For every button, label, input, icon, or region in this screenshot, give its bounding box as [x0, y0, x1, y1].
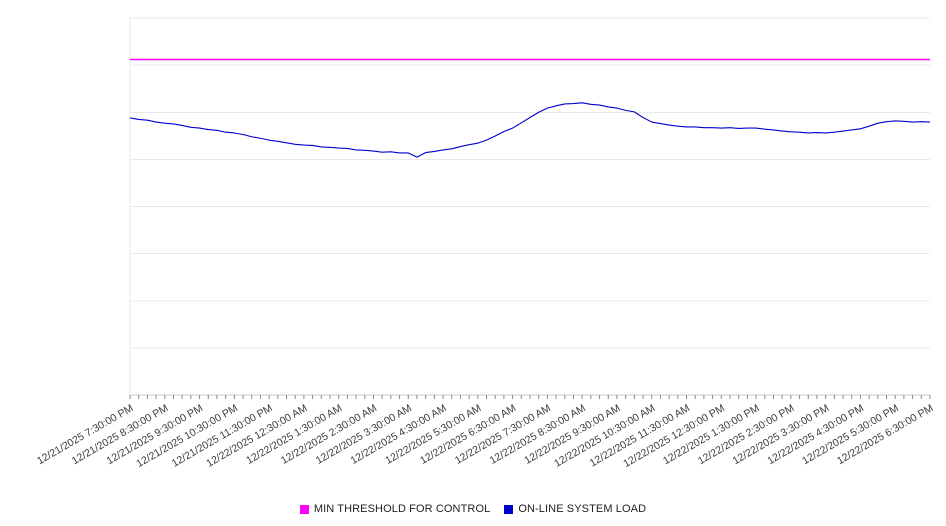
system-load-line	[129, 102, 931, 158]
legend-item-min-threshold[interactable]: MIN THRESHOLD FOR CONTROL	[299, 503, 491, 515]
legend-swatch-min-threshold	[299, 504, 309, 514]
legend-label-min-threshold: MIN THRESHOLD FOR CONTROL	[313, 503, 491, 515]
legend-label-system-load: ON-LINE SYSTEM LOAD	[518, 503, 647, 515]
chart-legend: MIN THRESHOLD FOR CONTROL ON-LINE SYSTEM…	[0, 503, 946, 515]
legend-swatch-system-load	[504, 504, 514, 514]
legend-item-system-load[interactable]: ON-LINE SYSTEM LOAD	[504, 503, 646, 515]
